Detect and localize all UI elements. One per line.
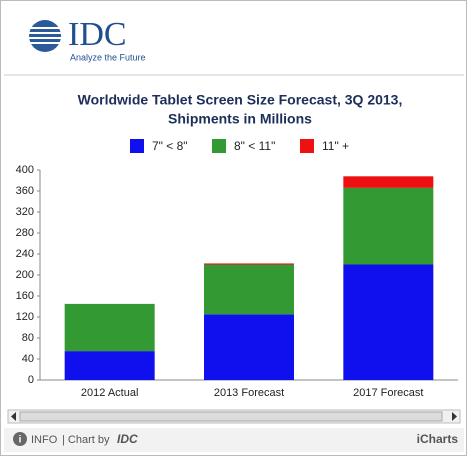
scrollbar [7,409,461,424]
legend-swatch [130,139,144,153]
chart-subtitle: Shipments in Millions [168,111,312,127]
x-tick-label: 2017 Forecast [353,387,423,399]
legend-label: 11" + [322,139,349,153]
chart-by: | Chart by [62,434,110,446]
y-tick-label: 40 [22,353,34,365]
logo-text: IDC [68,16,127,53]
bar-segment [343,187,434,265]
y-tick-label: 360 [16,185,34,197]
y-tick-label: 320 [16,206,34,218]
y-tick-label: 80 [22,332,34,344]
bar-segment [343,176,434,188]
bar-segment [64,351,155,380]
legend-label: 8" < 11" [234,139,275,153]
info-i: i [19,435,22,446]
y-tick-label: 400 [16,164,34,176]
footer [4,428,464,452]
y-tick-label: 240 [16,248,34,260]
bar-segment [343,264,434,380]
legend-swatch [300,139,314,153]
y-tick-label: 120 [16,311,34,323]
bar-segment [204,314,294,380]
y-tick-label: 160 [16,290,34,302]
tagline: Analyze the Future [70,52,146,62]
info-icon[interactable] [13,432,27,446]
info-label[interactable]: INFO [31,434,58,446]
scroll-left[interactable] [11,412,16,421]
scroll-right[interactable] [452,412,457,421]
legend-swatch [212,139,226,153]
scroll-thumb[interactable] [19,411,443,422]
y-tick-label: 200 [16,269,34,281]
x-tick-label: 2012 Actual [81,387,139,399]
bar-segment [204,263,294,265]
icharts[interactable]: iCharts [417,432,459,446]
logo [28,20,62,52]
y-tick-label: 280 [16,227,34,239]
x-tick-label: 2013 Forecast [214,387,284,399]
chart-title: Worldwide Tablet Screen Size Forecast, 3… [78,92,403,108]
bar-segment [64,303,155,352]
legend-label: 7" < 8" [152,139,188,153]
bar-segment [204,264,294,315]
y-tick-label: 0 [28,374,34,386]
brand: IDC [117,432,138,446]
